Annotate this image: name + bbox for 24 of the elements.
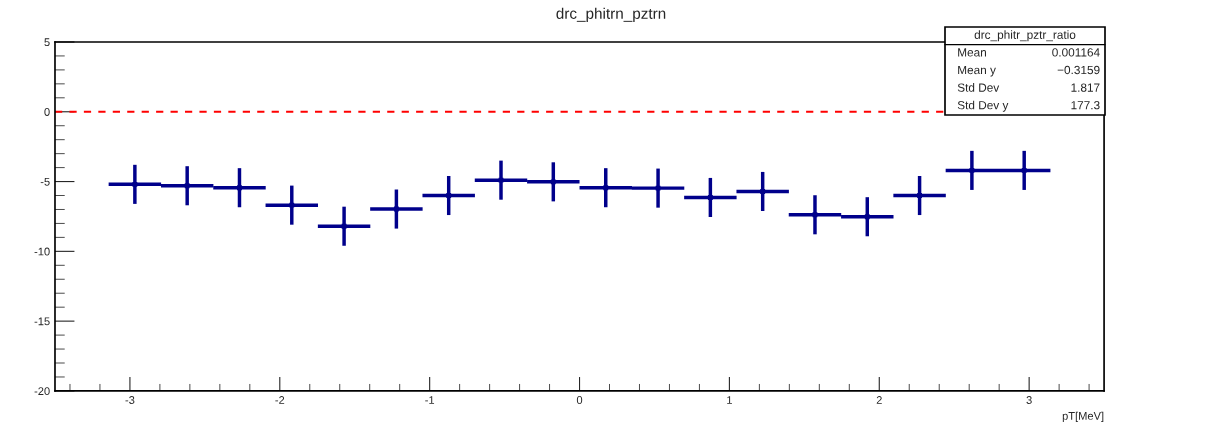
annotation: Std Dev <box>957 83 1000 92</box>
y-tick-label: 5 <box>44 38 50 47</box>
annotation: −0.3159 <box>1057 65 1100 75</box>
annotation: 1.817 <box>1071 83 1100 92</box>
x-axis-title: pT[MeV] <box>1062 411 1104 423</box>
x-tick-label: 1 <box>727 396 732 404</box>
annotation: 0.001164 <box>1052 48 1100 57</box>
x-tick-label: 0 <box>576 396 583 404</box>
x-tick-label: -3 <box>125 396 135 404</box>
y-tick-label: -5 <box>40 177 50 186</box>
annotation: Mean y <box>958 65 996 77</box>
chart-title: drc_phitrn_pztrn <box>556 7 666 22</box>
y-tick-label: 0 <box>44 108 50 116</box>
text: drc_phitr_pztr_ratio <box>974 30 1076 42</box>
x-tick-label: 3 <box>1026 396 1032 404</box>
annotation: Mean <box>958 48 986 57</box>
y-tick-label: -20 <box>34 387 50 396</box>
x-tick-label: -1 <box>425 396 435 404</box>
y-tick-label: -15 <box>34 317 50 326</box>
annotation: 177.3 <box>1071 101 1100 110</box>
x-tick-label: -2 <box>275 396 285 404</box>
annotation: Std Dev y <box>957 100 1009 112</box>
x-tick-label: 2 <box>876 396 882 404</box>
y-tick-label: -10 <box>34 247 50 256</box>
